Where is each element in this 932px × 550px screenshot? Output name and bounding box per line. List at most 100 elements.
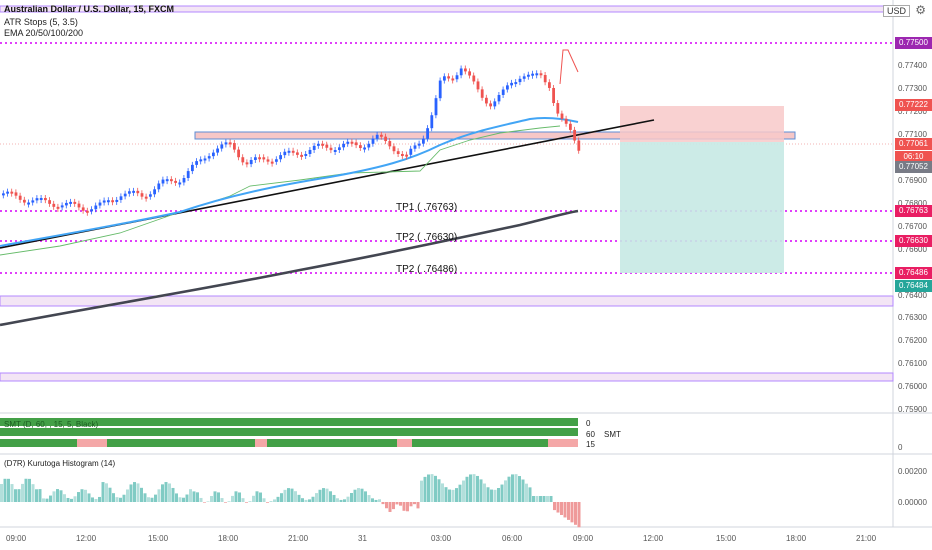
- candle-body: [287, 150, 291, 153]
- candle-body: [493, 101, 497, 107]
- smt-bar: [548, 439, 578, 447]
- time-tick: 06:00: [502, 534, 523, 543]
- candlestick-series[interactable]: [2, 65, 581, 216]
- candle-body: [254, 157, 257, 160]
- histogram-bar: [269, 501, 273, 502]
- support-zone[interactable]: [0, 295, 894, 307]
- smt-bars[interactable]: [0, 418, 578, 447]
- histogram-bar: [266, 502, 269, 503]
- ema-fast-line[interactable]: [0, 117, 579, 247]
- histogram-bar: [231, 495, 234, 502]
- histogram-bar: [287, 488, 290, 502]
- candle-body: [170, 179, 173, 182]
- candle-body: [409, 148, 413, 155]
- histogram-bar: [136, 483, 140, 502]
- histogram-bar: [224, 502, 227, 503]
- price-tick: 0.76400: [898, 291, 927, 300]
- histogram-bar: [455, 488, 458, 502]
- histogram-bar: [430, 474, 434, 502]
- candle-body: [363, 147, 366, 150]
- histogram-bar: [469, 474, 472, 502]
- histogram-bar: [546, 496, 549, 502]
- gear-icon[interactable]: ⚙: [915, 3, 926, 17]
- histogram-bar: [185, 494, 189, 502]
- candle-body: [325, 144, 329, 148]
- smt-bar: [267, 439, 397, 447]
- histogram-bar: [210, 495, 213, 502]
- histogram-bar: [378, 499, 381, 502]
- histogram-bar: [420, 480, 423, 502]
- candle-body: [291, 150, 295, 153]
- time-tick: 12:00: [76, 534, 97, 543]
- entry-zone[interactable]: [194, 131, 796, 140]
- histogram-pane-title[interactable]: (D7R) Kurutoga Histogram (14): [4, 459, 116, 468]
- smt-bar: [255, 439, 267, 447]
- candle-body: [476, 81, 480, 90]
- tp1-label[interactable]: TP1 ( .76763): [396, 202, 458, 213]
- histogram-bar: [462, 480, 465, 502]
- candle-body: [413, 145, 417, 149]
- histogram-bar: [483, 483, 486, 502]
- candle-body: [140, 193, 144, 197]
- candle-body: [115, 199, 119, 202]
- histogram-bar: [161, 484, 164, 502]
- kurutoga-histogram[interactable]: [0, 474, 581, 528]
- histogram-bar: [343, 499, 346, 502]
- atr-stops-line[interactable]: [0, 125, 561, 256]
- histogram-bar: [70, 498, 73, 502]
- smt-pane-title[interactable]: SMT (D, 60, , 15, 5, Black): [4, 420, 99, 429]
- symbol-title[interactable]: Australian Dollar / U.S. Dollar, 15, FXC…: [4, 4, 175, 14]
- candle-body: [157, 183, 161, 190]
- tp3-label[interactable]: TP2 ( .76486): [396, 264, 458, 275]
- candle-body: [161, 179, 165, 184]
- indicator-atr-label[interactable]: ATR Stops (5, 3.5): [4, 17, 78, 27]
- candle-body: [346, 141, 350, 144]
- time-tick: 21:00: [288, 534, 309, 543]
- histogram-bar: [497, 488, 500, 502]
- tp2-label[interactable]: TP2 ( .76630): [396, 232, 458, 243]
- histogram-bar: [119, 497, 122, 502]
- candle-body: [359, 145, 362, 149]
- histogram-bar: [259, 492, 262, 502]
- histogram-bar: [245, 502, 248, 503]
- candle-body: [296, 152, 299, 155]
- candle-body: [207, 156, 211, 159]
- candle-body: [6, 191, 9, 194]
- indicator-ema-label[interactable]: EMA 20/50/100/200: [4, 28, 84, 38]
- histogram-bar: [49, 495, 52, 502]
- histogram-bar: [409, 502, 413, 507]
- time-tick: 18:00: [786, 534, 807, 543]
- histogram-bar: [14, 489, 17, 502]
- stop-loss-zone[interactable]: [620, 106, 784, 142]
- histogram-bar: [360, 488, 364, 502]
- price-tag: 0.77222: [895, 99, 932, 111]
- candle-body: [165, 179, 169, 182]
- candle-body: [560, 113, 564, 119]
- candle-body: [422, 138, 425, 144]
- candle-body: [430, 115, 434, 129]
- ema-slow-line[interactable]: [0, 209, 579, 327]
- histogram-bar: [140, 487, 143, 502]
- histogram-bar: [476, 475, 479, 502]
- currency-button[interactable]: USD: [882, 5, 910, 17]
- histogram-bar: [577, 502, 581, 528]
- candle-body: [27, 202, 30, 205]
- smt-bar: [77, 439, 107, 447]
- candle-body: [283, 151, 287, 156]
- histogram-bar: [84, 489, 87, 502]
- histogram-bar: [0, 484, 3, 502]
- price-tag: 0.76763: [895, 205, 932, 217]
- histogram-bar: [182, 497, 185, 502]
- histogram-bar: [192, 491, 196, 502]
- histogram-bar: [10, 484, 14, 502]
- projection-path[interactable]: [559, 49, 579, 85]
- take-profit-zone[interactable]: [620, 142, 784, 273]
- histogram-bar: [381, 502, 385, 505]
- time-tick: 15:00: [148, 534, 169, 543]
- price-tick: 0.76100: [898, 359, 927, 368]
- candle-body: [304, 153, 308, 156]
- histogram-bar: [392, 502, 395, 510]
- histogram-bar: [87, 493, 91, 502]
- support-zone-low[interactable]: [0, 372, 894, 382]
